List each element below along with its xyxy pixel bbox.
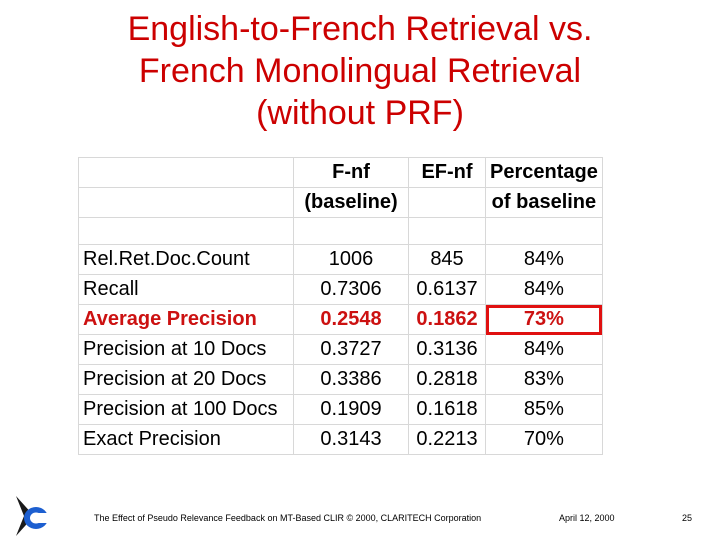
spacer-cell: [78, 217, 294, 245]
ef-nf-value: 0.2818: [408, 364, 486, 395]
table-row: Precision at 10 Docs 0.3727 0.3136 84%: [78, 334, 603, 365]
header-cell: [78, 187, 294, 218]
table-header-row: (baseline) of baseline: [78, 187, 603, 218]
footer-page-number: 25: [682, 513, 693, 523]
baseline-value: 1006: [293, 244, 409, 275]
table-row: Precision at 20 Docs 0.3386 0.2818 83%: [78, 364, 603, 395]
results-table: F-nf EF-nf Percentage (baseline) of base…: [78, 157, 603, 455]
percentage-value: 84%: [485, 274, 603, 305]
metric-name: Recall: [78, 274, 294, 305]
ef-nf-value: 0.2213: [408, 424, 486, 455]
header-cell: EF-nf: [408, 157, 486, 188]
percentage-value: 83%: [485, 364, 603, 395]
metric-name: Precision at 10 Docs: [78, 334, 294, 365]
metric-name: Rel.Ret.Doc.Count: [78, 244, 294, 275]
claritech-logo-icon: [6, 494, 50, 540]
percentage-value: 84%: [485, 334, 603, 365]
ef-nf-value: 0.6137: [408, 274, 486, 305]
percentage-value-highlight-box: 73%: [485, 304, 603, 335]
ef-nf-value: 0.3136: [408, 334, 486, 365]
table-row-highlighted: Average Precision 0.2548 0.1862 73%: [78, 304, 603, 335]
table-header-row: F-nf EF-nf Percentage: [78, 157, 603, 188]
table-spacer-row: [78, 217, 603, 245]
table-row: Rel.Ret.Doc.Count 1006 845 84%: [78, 244, 603, 275]
spacer-cell: [293, 217, 409, 245]
ef-nf-value: 0.1862: [408, 304, 486, 335]
header-cell: (baseline): [293, 187, 409, 218]
table-row: Exact Precision 0.3143 0.2213 70%: [78, 424, 603, 455]
header-cell: [408, 187, 486, 218]
title-line-2: French Monolingual Retrieval: [138, 52, 582, 90]
percentage-value: 84%: [485, 244, 603, 275]
ef-nf-value: 0.1618: [408, 394, 486, 425]
metric-name: Precision at 100 Docs: [78, 394, 294, 425]
baseline-value: 0.3386: [293, 364, 409, 395]
baseline-value: 0.3143: [293, 424, 409, 455]
title-line-1: English-to-French Retrieval vs.: [127, 10, 593, 48]
table-row: Precision at 100 Docs 0.1909 0.1618 85%: [78, 394, 603, 425]
slide-title: English-to-French Retrieval vs. French M…: [60, 8, 660, 134]
baseline-value: 0.2548: [293, 304, 409, 335]
percentage-value: 85%: [485, 394, 603, 425]
baseline-value: 0.7306: [293, 274, 409, 305]
table-row: Recall 0.7306 0.6137 84%: [78, 274, 603, 305]
title-line-3: (without PRF): [256, 94, 464, 132]
ef-nf-value: 845: [408, 244, 486, 275]
header-cell: of baseline: [485, 187, 603, 218]
metric-name: Exact Precision: [78, 424, 294, 455]
spacer-cell: [485, 217, 603, 245]
metric-name: Precision at 20 Docs: [78, 364, 294, 395]
header-cell: [78, 157, 294, 188]
baseline-value: 0.1909: [293, 394, 409, 425]
baseline-value: 0.3727: [293, 334, 409, 365]
metric-name: Average Precision: [78, 304, 294, 335]
header-cell: Percentage: [485, 157, 603, 188]
header-cell: F-nf: [293, 157, 409, 188]
footer-date: April 12, 2000: [559, 513, 615, 523]
percentage-value: 70%: [485, 424, 603, 455]
footer-citation: The Effect of Pseudo Relevance Feedback …: [94, 513, 482, 523]
spacer-cell: [408, 217, 486, 245]
